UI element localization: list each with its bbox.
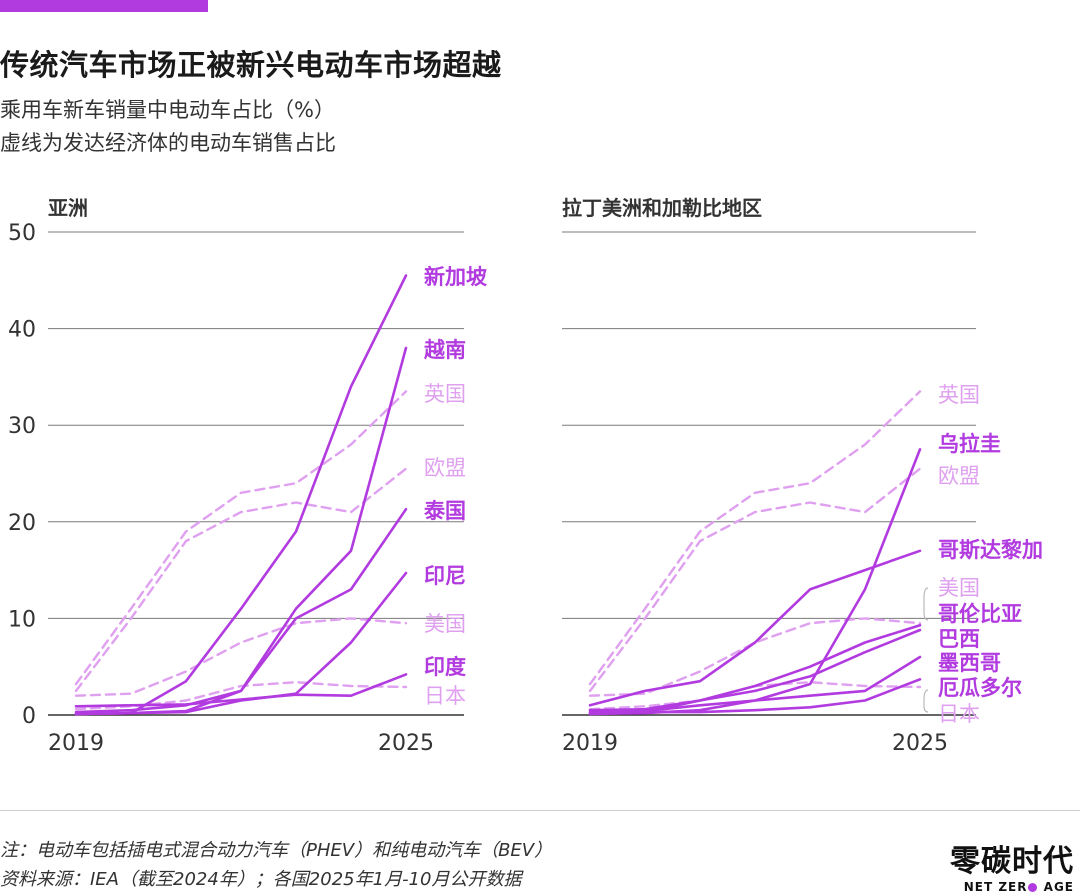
y-tick-label: 50 (8, 221, 36, 246)
series-label: 墨西哥 (938, 651, 1001, 675)
brand-logo: 零碳时代 NET ZER AGE (950, 836, 1074, 894)
series-label: 欧盟 (938, 464, 980, 488)
x-tick-label: 2025 (378, 731, 434, 756)
series-label: 哥斯达黎加 (938, 538, 1043, 562)
series-label: 泰国 (423, 499, 466, 523)
series-line (74, 467, 408, 693)
series-label: 欧盟 (424, 456, 466, 480)
footer-divider (0, 810, 1080, 811)
series-label: 日本 (938, 702, 980, 726)
series-line (588, 655, 922, 714)
series-label: 印度 (424, 655, 466, 679)
label-bracket (923, 689, 929, 713)
series-label: 英国 (938, 383, 980, 407)
series-line (74, 346, 408, 716)
series-label: 乌拉圭 (938, 432, 1001, 456)
logo-subtext: NET ZER AGE (963, 880, 1074, 894)
x-tick-label: 2019 (562, 731, 618, 756)
series-label: 越南 (423, 338, 466, 362)
series-label: 巴西 (938, 627, 980, 651)
series-line (74, 507, 408, 714)
series-line (74, 390, 408, 686)
accent-bar (0, 0, 208, 12)
y-tick-label: 10 (8, 607, 36, 632)
series-label: 美国 (938, 576, 980, 600)
series-line (74, 617, 408, 697)
panel-title-latam: 拉丁美洲和加勒比地区 (562, 196, 762, 220)
source-note: 资料来源：IEA（截至2024年）；各国2025年1月-10月公开数据 (0, 869, 522, 890)
series-line (588, 549, 922, 707)
y-tick-label: 20 (8, 511, 36, 536)
series-label: 印尼 (424, 564, 466, 588)
footnote: 注：电动车包括插电式混合动力汽车（PHEV）和纯电动汽车（BEV） (0, 840, 553, 861)
x-tick-label: 2019 (48, 731, 104, 756)
y-tick-label: 30 (8, 414, 36, 439)
series-label: 哥伦比亚 (938, 602, 1022, 626)
logo-text: 零碳时代 (950, 844, 1074, 879)
series-line (588, 447, 922, 716)
series-line (588, 623, 922, 712)
y-tick-label: 0 (22, 704, 36, 729)
series-line (588, 617, 922, 697)
logo-dot-icon (1028, 883, 1038, 892)
series-line (74, 673, 408, 708)
series-line (588, 467, 922, 693)
series-label: 厄瓜多尔 (938, 676, 1022, 700)
series-label: 美国 (424, 612, 466, 636)
series-label: 日本 (424, 684, 466, 708)
y-tick-label: 40 (8, 318, 36, 343)
x-tick-label: 2025 (892, 731, 948, 756)
series-line (74, 274, 408, 716)
chart-subtitle: 乘用车新车销量中电动车占比（%） (0, 98, 335, 122)
series-label: 新加坡 (424, 265, 487, 289)
dashed-line-note: 虚线为发达经济体的电动车销售占比 (0, 131, 336, 155)
series-line (654, 677, 922, 714)
series-line (588, 390, 922, 686)
label-bracket (923, 587, 929, 621)
series-label: 英国 (424, 382, 466, 406)
page-title: 传统汽车市场正被新兴电动车市场超越 (0, 48, 502, 82)
panel-title-asia: 亚洲 (48, 196, 88, 220)
